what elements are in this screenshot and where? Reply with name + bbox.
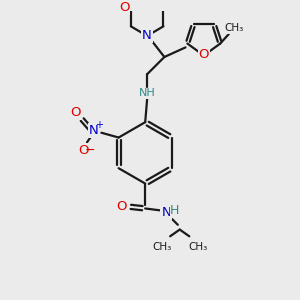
Text: +: + <box>95 120 104 130</box>
Text: CH₃: CH₃ <box>188 242 208 252</box>
Text: O: O <box>70 106 81 119</box>
Text: O: O <box>199 48 209 61</box>
Text: CH₃: CH₃ <box>153 242 172 252</box>
Text: O: O <box>116 200 127 213</box>
Text: O: O <box>78 145 88 158</box>
Text: N: N <box>89 124 99 137</box>
Text: −: − <box>85 143 95 157</box>
Text: N: N <box>142 29 152 42</box>
Text: H: H <box>170 204 180 217</box>
Text: CH₃: CH₃ <box>224 23 243 33</box>
Text: NH: NH <box>139 88 155 98</box>
Text: N: N <box>161 206 171 219</box>
Text: O: O <box>119 1 129 13</box>
